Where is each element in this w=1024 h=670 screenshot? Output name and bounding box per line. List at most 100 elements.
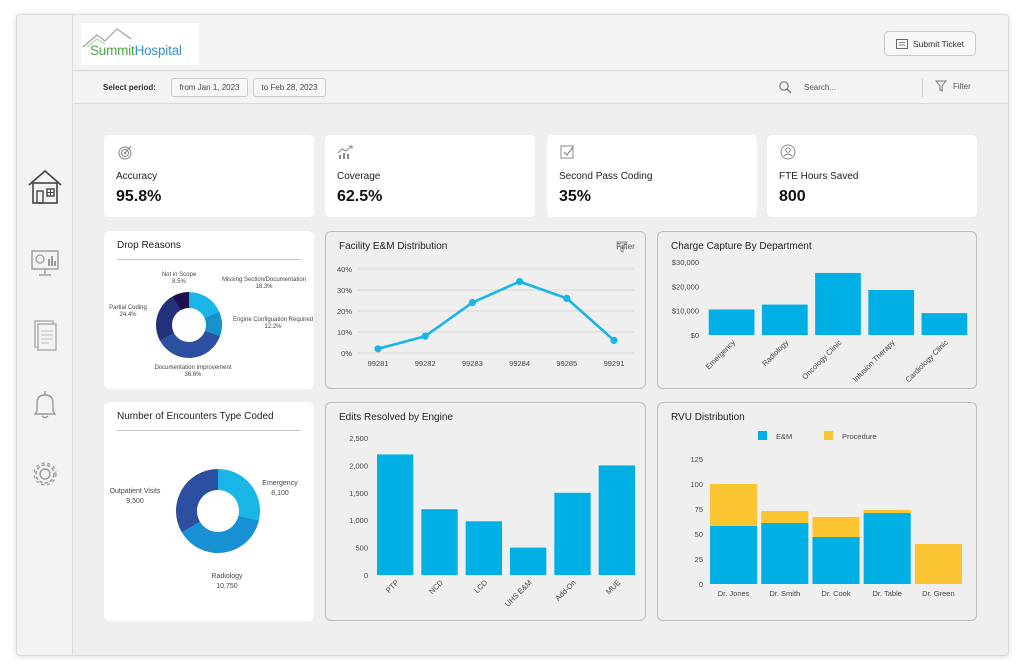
bar: [554, 492, 591, 575]
data-point: [610, 336, 618, 344]
slice-value-label: 24.4%: [119, 312, 137, 318]
x-tick-label: LCD: [472, 578, 489, 595]
data-point: [421, 332, 429, 340]
donut-slice: [189, 292, 220, 319]
x-tick-label: Dr. Jones: [718, 589, 750, 598]
bar-segment: [812, 517, 860, 537]
growth-chart-icon: [337, 145, 353, 159]
y-tick-label: 1,500: [349, 489, 368, 498]
bar-segment: [761, 511, 809, 523]
slice-value-label: 8.5%: [172, 279, 186, 285]
search-box[interactable]: Search...: [778, 80, 836, 94]
slice-value-label: 36.6%: [184, 372, 202, 378]
edits-resolved-panel: Edits Resolved by Engine 0 500 1,000 1,500 2…: [325, 402, 646, 621]
ticket-icon: [895, 38, 908, 49]
submit-ticket-label: Submit Ticket: [912, 38, 965, 49]
kpi-value: 800: [779, 188, 806, 205]
bar: [598, 465, 636, 575]
drop-reasons-panel: Drop Reasons Missing Section/Documentati…: [104, 231, 314, 389]
slice-value-label: 10,750: [216, 583, 238, 590]
kpi-value: 95.8%: [116, 188, 162, 205]
x-tick-label: 99281: [368, 359, 389, 368]
filter-icon: [616, 241, 629, 253]
facility-em-line-chart: 0% 10% 20% 30% 40% 99281 99282 99283 99284 99285 9…: [337, 265, 634, 368]
x-tick-label: 99284: [509, 359, 530, 368]
panel-title: Charge Capture By Department: [671, 241, 812, 252]
slice-label: Missing Section/Documentation: [222, 277, 306, 283]
x-tick-label: Dr. Table: [872, 589, 901, 598]
kpi-value: 35%: [559, 188, 592, 205]
home-icon[interactable]: [27, 167, 63, 204]
rvu-panel: RVU Distribution E&M Procedure 0 25 50 75 100 1…: [657, 402, 977, 621]
x-tick-label: Oncology Clinic: [800, 338, 843, 381]
summit-hospital-logo[interactable]: SummitHospital: [81, 23, 199, 65]
kpi-value: 62.5%: [337, 188, 383, 205]
data-point: [374, 345, 382, 353]
app-window: SummitHospital Submit Ticket Select peri…: [16, 14, 1009, 656]
legend-swatch: [824, 431, 833, 440]
panel-title: RVU Distribution: [671, 412, 745, 423]
search-input[interactable]: Search...: [804, 82, 837, 92]
kpi-card-second-pass-coding: Second Pass Coding 35%: [547, 135, 757, 217]
series-line: [377, 280, 615, 351]
y-tick-label: 10%: [337, 328, 352, 337]
sidebar: [17, 15, 73, 655]
bar: [376, 454, 414, 575]
to-date-button[interactable]: to Feb 28, 2023: [253, 78, 326, 97]
target-icon: [118, 145, 132, 160]
data-point: [468, 299, 476, 307]
checkbox-icon: [560, 145, 574, 159]
slice-value-label: 9,500: [126, 498, 144, 505]
slice-label: Partial Coding: [109, 305, 147, 311]
x-tick-label: Add-On: [553, 578, 578, 603]
bar: [761, 304, 808, 335]
filter-bar: Select period: from Jan 1, 2023 to Feb 2…: [73, 72, 1008, 104]
kpi-card-fte-hours-saved: FTE Hours Saved 800: [767, 135, 977, 217]
submit-ticket-button[interactable]: Submit Ticket: [884, 31, 976, 56]
gear-icon[interactable]: [27, 457, 63, 493]
x-tick-label: Dr. Smith: [769, 589, 800, 598]
x-tick-label: 99282: [415, 359, 436, 368]
divider: [117, 430, 301, 431]
x-tick-label: 99291: [604, 359, 625, 368]
slice-label: Not in Scope: [162, 272, 197, 278]
kpi-label: Coverage: [337, 171, 381, 182]
bar: [868, 289, 915, 335]
filter-button[interactable]: Filter: [935, 80, 971, 92]
x-tick-label: UHS E&M: [503, 578, 534, 609]
dashboard-monitor-icon[interactable]: [27, 247, 63, 283]
bell-icon[interactable]: [27, 389, 63, 425]
bar: [465, 521, 503, 575]
y-tick-label: 0: [364, 571, 368, 580]
filter-icon: [935, 80, 947, 92]
y-tick-label: 0%: [341, 349, 352, 358]
donut-slice: [181, 515, 259, 553]
data-point: [516, 278, 524, 286]
x-tick-label: Radiology: [760, 338, 790, 368]
document-icon[interactable]: [27, 319, 63, 355]
x-tick-label: Dr. Green: [922, 589, 955, 598]
bar-segment: [812, 537, 860, 584]
y-tick-label: 50: [695, 530, 703, 539]
x-tick-label: Cardiology Clinic: [904, 338, 950, 384]
bar: [708, 309, 755, 335]
y-tick-label: $20,000: [672, 282, 699, 291]
bar-segment: [761, 523, 809, 584]
x-tick-label: 99283: [462, 359, 483, 368]
y-tick-label: 100: [690, 480, 703, 489]
panel-title: Edits Resolved by Engine: [339, 412, 453, 423]
from-date-button[interactable]: from Jan 1, 2023: [171, 78, 248, 97]
kpi-label: FTE Hours Saved: [779, 171, 859, 182]
encounters-donut-chart: Emergency 8,100 Radiology 10,750 Outpatient …: [110, 469, 298, 590]
panel-title: Number of Encounters Type Coded: [117, 411, 274, 422]
search-icon: [779, 81, 792, 94]
y-tick-label: 500: [355, 544, 368, 553]
x-tick-label: PTP: [384, 578, 401, 595]
y-tick-label: 2,500: [349, 434, 368, 443]
x-tick-label: Emergency: [704, 338, 737, 371]
y-tick-label: 0: [699, 580, 703, 589]
donut-slice: [172, 292, 189, 311]
slice-label: Outpatient Visits: [110, 488, 161, 495]
panel-filter-button[interactable]: Filter: [616, 241, 635, 253]
slice-label: Documentation Improvement: [154, 365, 231, 371]
